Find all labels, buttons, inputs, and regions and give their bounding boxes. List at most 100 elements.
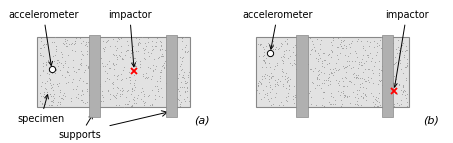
- Point: [268, 77, 275, 79]
- Point: [262, 45, 269, 47]
- Point: [180, 71, 187, 73]
- Point: [163, 82, 170, 85]
- Point: [265, 81, 272, 84]
- Point: [119, 69, 126, 71]
- Point: [36, 92, 43, 94]
- Point: [176, 65, 183, 67]
- Point: [278, 58, 285, 61]
- Point: [109, 82, 116, 85]
- Point: [39, 102, 46, 104]
- Point: [104, 63, 111, 65]
- Point: [357, 77, 364, 79]
- Point: [375, 105, 382, 108]
- Point: [41, 97, 48, 99]
- Point: [39, 69, 46, 72]
- Point: [174, 98, 182, 101]
- Point: [178, 37, 185, 39]
- Point: [76, 37, 83, 39]
- Point: [169, 104, 176, 107]
- Point: [53, 83, 60, 85]
- Point: [180, 76, 187, 79]
- Text: impactor: impactor: [385, 10, 429, 87]
- Point: [254, 85, 261, 87]
- Point: [269, 52, 276, 55]
- Point: [321, 105, 328, 107]
- Point: [63, 71, 70, 73]
- Point: [275, 46, 282, 49]
- Point: [118, 73, 125, 75]
- Point: [81, 101, 88, 104]
- Point: [109, 81, 116, 84]
- Point: [369, 82, 376, 84]
- Point: [96, 53, 103, 55]
- Point: [167, 78, 174, 80]
- Point: [334, 37, 341, 39]
- Point: [165, 61, 172, 64]
- Point: [122, 96, 129, 98]
- Point: [97, 100, 105, 102]
- Point: [257, 43, 265, 45]
- Point: [315, 78, 323, 80]
- Point: [82, 64, 89, 67]
- Point: [263, 74, 270, 77]
- Point: [381, 89, 388, 92]
- Point: [91, 78, 98, 80]
- Point: [376, 80, 384, 82]
- Point: [120, 105, 128, 108]
- Point: [398, 98, 405, 101]
- Point: [369, 101, 376, 104]
- Point: [156, 71, 163, 73]
- Point: [161, 60, 169, 62]
- Point: [130, 81, 138, 84]
- Point: [335, 84, 342, 86]
- Point: [140, 100, 147, 102]
- Point: [325, 79, 332, 81]
- Point: [129, 105, 136, 107]
- Point: [330, 71, 337, 73]
- Point: [282, 49, 289, 51]
- Point: [287, 62, 294, 64]
- Point: [178, 69, 185, 71]
- Point: [386, 36, 394, 38]
- Point: [363, 60, 370, 62]
- Point: [56, 82, 63, 85]
- Point: [299, 90, 306, 92]
- Point: [158, 71, 165, 73]
- Point: [116, 38, 123, 40]
- Point: [264, 98, 271, 100]
- Point: [395, 104, 403, 106]
- Point: [395, 83, 403, 86]
- Point: [329, 44, 336, 46]
- Point: [279, 83, 286, 86]
- Point: [319, 97, 327, 99]
- Point: [266, 84, 274, 86]
- Point: [134, 94, 141, 96]
- Point: [185, 71, 193, 73]
- Point: [299, 89, 306, 92]
- Point: [299, 84, 306, 87]
- Point: [383, 53, 390, 55]
- Point: [255, 91, 262, 94]
- Point: [140, 57, 148, 59]
- Point: [387, 103, 395, 105]
- Bar: [296, 35, 308, 117]
- Point: [257, 82, 265, 84]
- Point: [156, 48, 163, 50]
- Point: [172, 78, 179, 80]
- Point: [143, 72, 150, 74]
- Point: [386, 103, 393, 105]
- Point: [388, 96, 395, 98]
- Point: [144, 77, 151, 79]
- Point: [84, 44, 91, 47]
- Point: [324, 63, 331, 65]
- Point: [341, 66, 348, 68]
- Point: [279, 62, 286, 65]
- Point: [46, 104, 53, 106]
- Point: [329, 50, 336, 52]
- Point: [147, 52, 154, 54]
- Point: [63, 45, 70, 47]
- Point: [375, 97, 382, 99]
- Point: [64, 71, 72, 73]
- Point: [48, 68, 55, 70]
- Point: [349, 91, 357, 93]
